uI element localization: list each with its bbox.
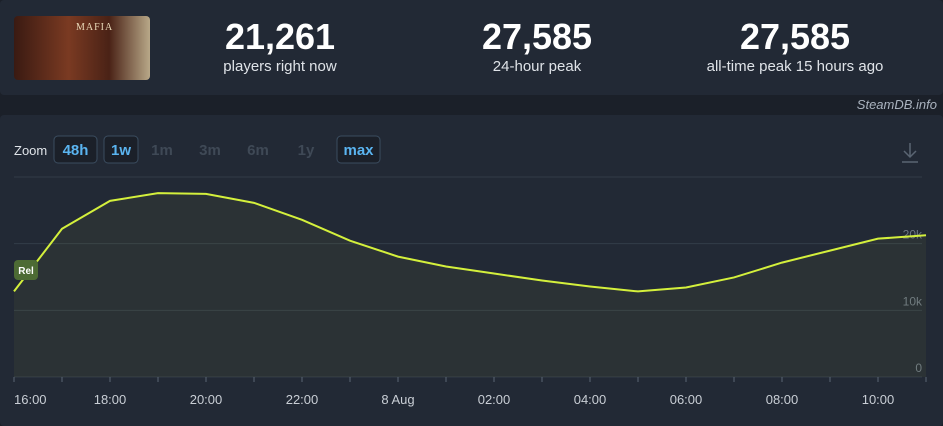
stat-label: 24-hour peak <box>492 58 582 75</box>
button-label: 1w <box>111 142 131 159</box>
image-text: MAFIA <box>76 22 114 33</box>
x-tick-label: 8 Aug <box>381 392 414 407</box>
button-label: 1y <box>298 142 315 159</box>
zoom-button[interactable]: 48h <box>53 135 98 164</box>
button-label: 1m <box>151 142 173 159</box>
x-tick-label: 10:00 <box>862 392 895 407</box>
watermark: SteamDB.info <box>856 97 937 112</box>
zoom-button[interactable]: max <box>336 135 381 164</box>
x-tick-label: 22:00 <box>286 392 319 407</box>
x-tick-label: 16:00 <box>14 392 47 407</box>
stat-label: all-time peak 15 hours ago <box>706 58 884 75</box>
zoom-label: Zoom <box>14 143 47 158</box>
zoom-button[interactable]: 3m <box>199 142 221 159</box>
button-label: 48h <box>63 142 89 159</box>
stat: 27,585 24-hour peak <box>417 16 657 75</box>
stats-panel: MAFIA 21,261 players right now 27,585 24-h… <box>0 0 943 95</box>
button-frame <box>103 135 139 164</box>
line <box>13 192 927 293</box>
x-tick-label: 20:00 <box>190 392 223 407</box>
button-label: 3m <box>199 142 221 159</box>
zoom-button[interactable]: 6m <box>247 142 269 159</box>
stat-value: 21,261 <box>224 16 336 57</box>
x-tick-label: 02:00 <box>478 392 511 407</box>
zoom-button[interactable]: 1m <box>151 142 173 159</box>
area <box>14 193 926 377</box>
x-tick-label: 04:00 <box>574 392 607 407</box>
download-icon[interactable] <box>902 143 918 163</box>
x-tick-label: 08:00 <box>766 392 799 407</box>
zoom-button[interactable]: 1y <box>298 142 315 159</box>
y-tick-label: 10k <box>903 294 923 308</box>
annotation-badge <box>14 260 38 280</box>
y-tick-label: 20k <box>903 228 923 242</box>
x-tick-label: 06:00 <box>670 392 703 407</box>
button-frame <box>53 135 98 164</box>
y-tick-label: 0 <box>915 361 922 375</box>
stat-value: 27,585 <box>481 16 593 57</box>
button-label: 6m <box>247 142 269 159</box>
stat-value: 27,585 <box>739 16 851 57</box>
annotation-text: Rel <box>18 266 34 277</box>
icon-stroke <box>903 150 917 159</box>
button-frame <box>336 135 381 164</box>
stat: 21,261 players right now <box>160 16 400 75</box>
button-label: max <box>343 142 374 159</box>
zoom-button[interactable]: 1w <box>103 135 139 164</box>
stat-label: players right now <box>223 58 337 75</box>
stat: 27,585 all-time peak 15 hours ago <box>675 16 915 75</box>
game-image: MAFIA <box>14 16 150 80</box>
x-tick-label: 18:00 <box>94 392 127 407</box>
